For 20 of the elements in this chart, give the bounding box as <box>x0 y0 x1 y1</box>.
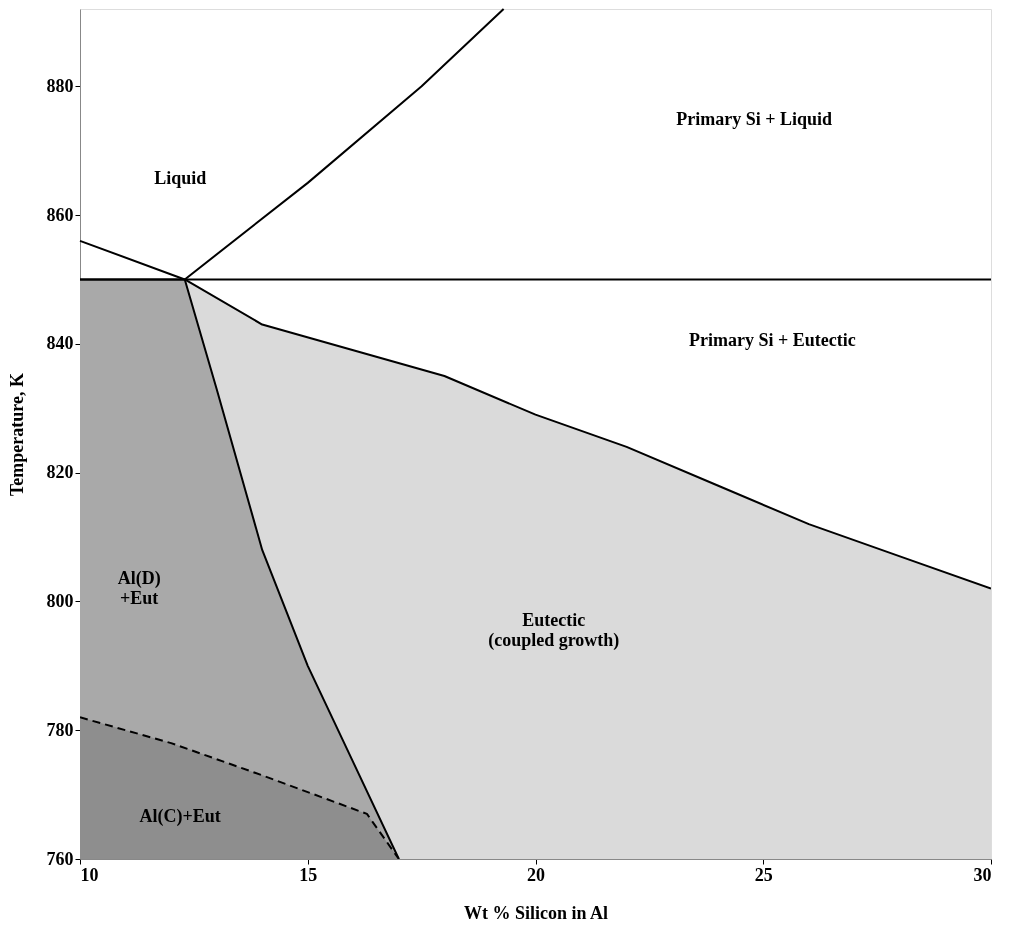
x-tick-label: 15 <box>299 864 318 885</box>
y-axis-title: Temperature, K <box>6 373 27 496</box>
annotation: Al(C)+Eut <box>139 805 221 827</box>
y-tick-label: 880 <box>46 75 74 96</box>
y-tick-label: 800 <box>46 590 74 611</box>
annotation: Liquid <box>154 168 207 188</box>
y-tick-label: 840 <box>46 333 74 354</box>
annotation: Primary Si + Eutectic <box>689 329 856 350</box>
y-tick-label: 860 <box>46 204 74 225</box>
x-axis-title: Wt % Silicon in Al <box>463 902 609 923</box>
x-tick-label: 25 <box>754 864 773 885</box>
y-tick-label: 820 <box>46 462 74 483</box>
x-tick-label: 10 <box>80 864 99 885</box>
annotation: Primary Si + Liquid <box>676 108 833 129</box>
annotation: Al(D) +Eut <box>117 567 161 608</box>
x-tick-label: 20 <box>527 864 545 885</box>
x-tick-label: 30 <box>973 864 992 885</box>
y-tick-label: 760 <box>46 848 74 869</box>
annotation: Eutectic (coupled growth) <box>488 610 620 651</box>
y-tick-label: 780 <box>46 719 74 740</box>
